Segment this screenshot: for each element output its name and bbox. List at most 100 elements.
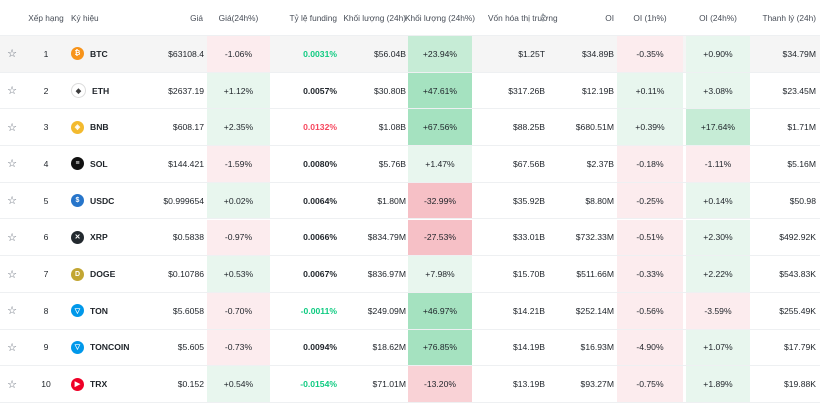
market-cap-value: $15.70B (512, 269, 545, 280)
funding-rate-value: 0.0080% (303, 158, 337, 169)
symbol-label: BNB (90, 122, 109, 133)
symbol-cell[interactable]: ◆ ETH (71, 73, 149, 109)
oi-24h-heat-cell (686, 182, 750, 219)
volume-value: $1.08B (378, 122, 406, 133)
table-row[interactable]: ☆ 1 ₿ BTC $63108.4 -1.06% 0.0031% $56.04B +23.94… (0, 36, 820, 73)
favorite-star-icon[interactable]: ☆ (7, 268, 17, 281)
market-cap-value: $1.25T (518, 48, 545, 59)
volume-value: $71.01M (372, 379, 406, 390)
header-price-change[interactable]: Giá(24h%) (218, 12, 259, 23)
symbol-cell[interactable]: ₿ BTC (71, 36, 149, 72)
volume-change-heat-cell (408, 182, 472, 219)
symbol-cell[interactable]: ≡ SOL (71, 146, 149, 182)
market-cap-value: $33.01B (512, 232, 545, 243)
price-value: $2637.19 (168, 85, 204, 96)
volume-value: $834.79M (367, 232, 406, 243)
liquidation-value: $17.79K (783, 342, 816, 353)
favorite-star-icon[interactable]: ☆ (7, 378, 17, 391)
header-symbol[interactable]: Ký hiệu (71, 12, 99, 23)
table-row[interactable]: ☆ 2 ◆ ETH $2637.19 +1.12% 0.0057% $30.80B +47.61… (0, 72, 820, 110)
funding-rate-value: 0.0031% (303, 48, 337, 59)
price-value: $144.421 (168, 158, 204, 169)
funding-rate-value: 0.0066% (303, 232, 337, 243)
table-row[interactable]: ☆ 9 ▽ TONCOIN $5.605 -0.73% 0.0094% $18.62M +76.… (0, 329, 820, 367)
table-row[interactable]: ☆ 4 ≡ SOL $144.421 -1.59% 0.0080% $5.76B +1.47% $… (0, 146, 820, 183)
symbol-cell[interactable]: ✕ XRP (71, 220, 149, 256)
sol-icon: ≡ (71, 157, 84, 171)
favorite-star-icon[interactable]: ☆ (7, 231, 17, 244)
symbol-label: XRP (90, 232, 108, 243)
rank-value: 7 (43, 269, 49, 280)
price-change-heat-cell (207, 36, 270, 72)
oi-24h-value: +0.14% (703, 195, 733, 206)
table-row[interactable]: ☆ 6 ✕ XRP $0.5838 -0.97% 0.0066% $834.79M -27.53… (0, 219, 820, 257)
liquidation-value: $543.83K (779, 269, 816, 280)
symbol-cell[interactable]: D DOGE (71, 256, 149, 292)
header-oi-1h[interactable]: OI (1h%) (633, 12, 667, 23)
oi-1h-value: +0.39% (635, 122, 665, 133)
symbol-cell[interactable]: $ USDC (71, 183, 149, 219)
volume-change-value: -32.99% (423, 195, 456, 206)
volume-change-value: -13.20% (423, 379, 456, 390)
volume-value: $30.80B (373, 85, 406, 96)
open-interest-value: $8.80M (585, 195, 614, 206)
oi-24h-value: +1.07% (703, 342, 733, 353)
market-cap-value: $14.21B (512, 305, 545, 316)
rank-value: 8 (43, 305, 49, 316)
price-value: $0.10786 (168, 269, 204, 280)
price-value: $0.999654 (163, 195, 204, 206)
doge-icon: D (71, 267, 84, 281)
symbol-cell[interactable]: ▽ TON (71, 293, 149, 329)
volume-value: $56.04B (373, 48, 406, 59)
oi-1h-value: +0.11% (635, 85, 665, 96)
favorite-star-icon[interactable]: ☆ (7, 305, 17, 318)
volume-change-value: +76.85% (422, 342, 458, 353)
symbol-cell[interactable]: ▶ TRX (71, 366, 149, 402)
favorite-star-icon[interactable]: ☆ (7, 85, 17, 98)
table-row[interactable]: ☆ 10 ▶ TRX $0.152 +0.54% -0.0154% $71.01M -13.20… (0, 366, 820, 403)
price-value: $0.152 (177, 379, 204, 390)
header-liquidation[interactable]: Thanh lý (24h) (762, 12, 817, 23)
favorite-star-icon[interactable]: ☆ (7, 195, 17, 208)
oi-1h-heat-cell (617, 329, 683, 366)
funding-rate-value: -0.0154% (300, 379, 337, 390)
volume-change-value: +7.98% (425, 269, 455, 280)
header-price[interactable]: Giá (190, 12, 203, 23)
header-market-cap-wrap[interactable]: Vốn hóa thị trường (488, 0, 558, 35)
price-change-value: -0.97% (224, 232, 253, 243)
favorite-star-icon[interactable]: ☆ (7, 341, 17, 354)
oi-1h-heat-cell (617, 36, 683, 72)
header-volume[interactable]: Khối lượng (24h) (343, 12, 406, 23)
price-change-value: +0.53% (223, 269, 254, 280)
volume-change-heat-cell (408, 366, 472, 402)
price-change-heat-cell (207, 292, 270, 329)
volume-change-value: +46.97% (422, 305, 458, 316)
oi-1h-heat-cell (617, 366, 683, 402)
sort-icon (541, 13, 546, 22)
header-rank[interactable]: Xếp hạng (28, 12, 64, 23)
oi-1h-value: -0.33% (636, 269, 664, 280)
funding-rate-value: 0.0057% (303, 85, 337, 96)
table-row[interactable]: ☆ 3 ◈ BNB $608.17 +2.35% 0.0132% $1.08B +67.56% $… (0, 109, 820, 147)
volume-change-heat-cell (408, 36, 472, 72)
header-funding[interactable]: Tỷ lệ funding (289, 12, 337, 23)
symbol-cell[interactable]: ◈ BNB (71, 109, 149, 145)
favorite-star-icon[interactable]: ☆ (7, 48, 17, 61)
table-row[interactable]: ☆ 8 ▽ TON $5.6058 -0.70% -0.0011% $249.09M +46.9… (0, 292, 820, 330)
price-change-heat-cell (207, 146, 270, 182)
favorite-star-icon[interactable]: ☆ (7, 158, 17, 171)
market-cap-value: $14.19B (512, 342, 545, 353)
table-row[interactable]: ☆ 5 $ USDC $0.999654 +0.02% 0.0064% $1.80M -32.9… (0, 182, 820, 220)
volume-value: $836.97M (367, 269, 406, 280)
volume-change-value: -27.53% (423, 232, 456, 243)
price-change-heat-cell (207, 109, 270, 146)
favorite-star-icon[interactable]: ☆ (7, 121, 17, 134)
header-oi-24h[interactable]: OI (24h%) (699, 12, 737, 23)
rank-value: 5 (43, 195, 49, 206)
header-oi[interactable]: OI (605, 12, 614, 23)
oi-24h-value: +17.64% (700, 122, 736, 133)
market-cap-value: $35.92B (512, 195, 545, 206)
table-row[interactable]: ☆ 7 D DOGE $0.10786 +0.53% 0.0067% $836.97M +7.9… (0, 256, 820, 293)
header-volume-change[interactable]: Khối lượng (24h%) (404, 12, 476, 23)
symbol-cell[interactable]: ▽ TONCOIN (71, 330, 149, 366)
